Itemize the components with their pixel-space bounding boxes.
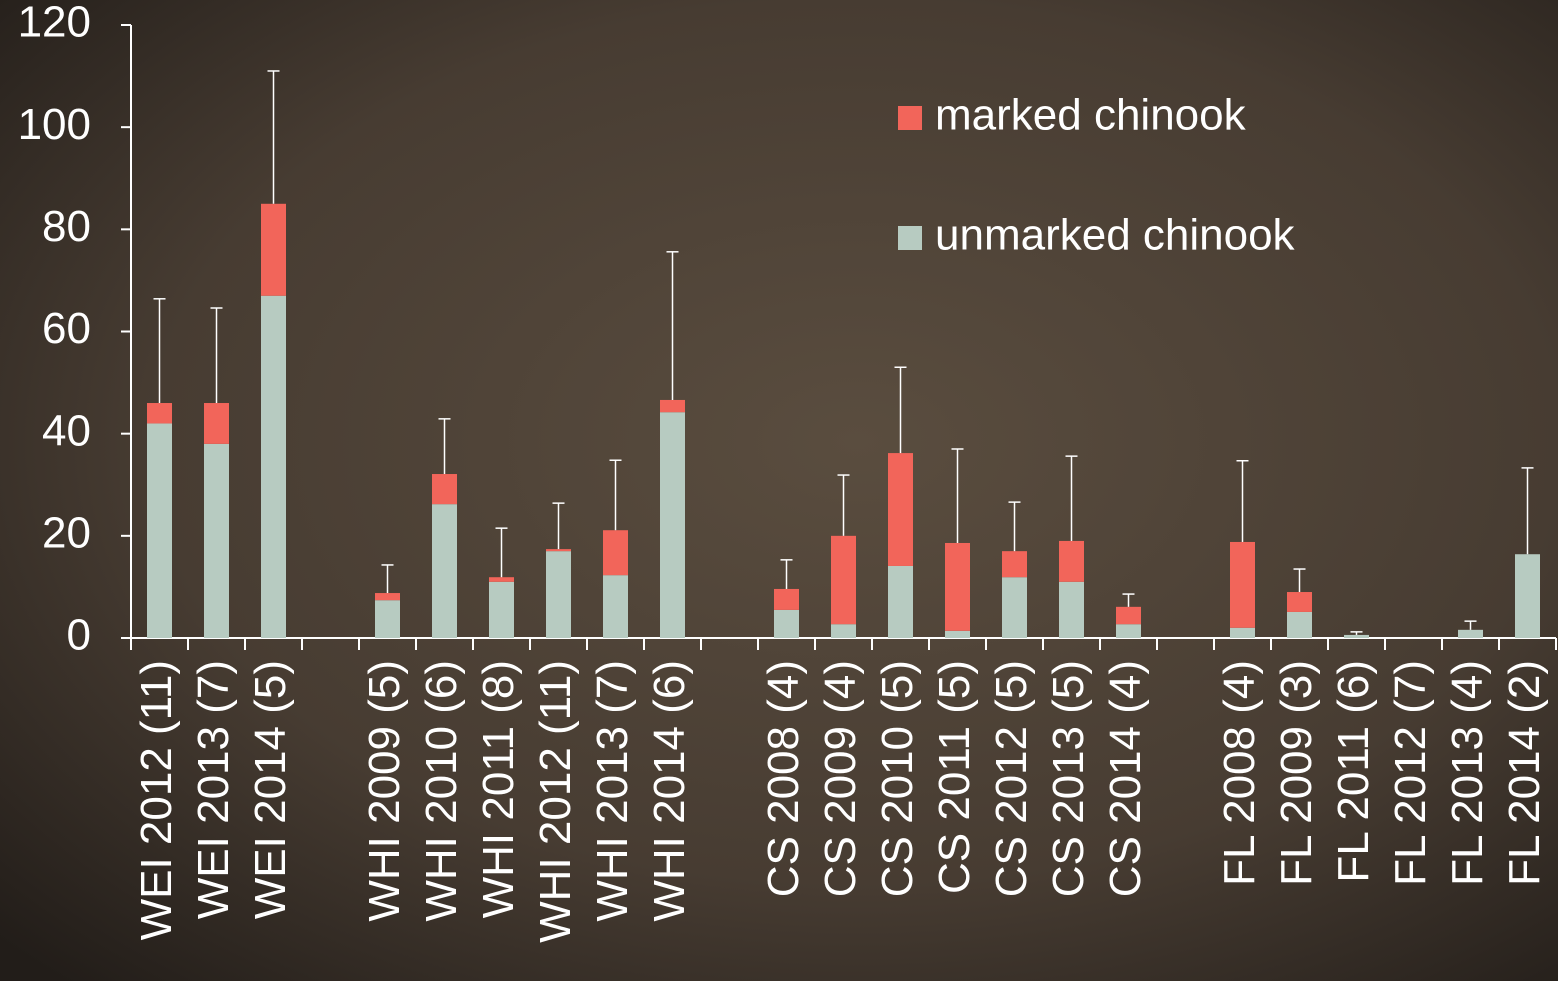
bar-segment bbox=[603, 575, 628, 638]
error-bar bbox=[267, 70, 280, 204]
bar-segment bbox=[1230, 541, 1255, 628]
error-bar bbox=[1521, 467, 1534, 555]
x-tick-label: CS 2009 (4) bbox=[816, 660, 865, 897]
legend-label: unmarked chinook bbox=[935, 211, 1296, 260]
x-tick-label: WHI 2009 (5) bbox=[360, 660, 409, 922]
x-tick-label: FL 2008 (4) bbox=[1215, 660, 1264, 886]
bar-segment bbox=[888, 453, 913, 566]
bar-segment bbox=[774, 588, 799, 610]
bar-segment bbox=[1287, 592, 1312, 612]
bar-segment bbox=[603, 530, 628, 576]
error-bar bbox=[666, 251, 679, 400]
bar-segment bbox=[888, 565, 913, 638]
bar-segment bbox=[204, 443, 229, 638]
error-bar bbox=[609, 459, 622, 531]
bar-segment bbox=[1344, 634, 1369, 638]
x-tick-label: CS 2008 (4) bbox=[759, 660, 808, 897]
bar-segment bbox=[1287, 611, 1312, 638]
error-bar bbox=[381, 564, 394, 594]
error-bar bbox=[1464, 620, 1477, 630]
bar-segment bbox=[147, 403, 172, 424]
bar-segment bbox=[546, 551, 571, 638]
legend-swatch bbox=[898, 106, 922, 130]
y-tick-label: 100 bbox=[18, 100, 91, 149]
error-bar bbox=[1293, 568, 1306, 593]
x-tick-label: WHI 2010 (6) bbox=[417, 660, 466, 922]
x-tick-label: FL 2009 (3) bbox=[1272, 660, 1321, 886]
bar-segment bbox=[204, 403, 229, 444]
y-tick-label: 40 bbox=[42, 406, 91, 455]
y-tick-label: 80 bbox=[42, 202, 91, 251]
x-tick-label: FL 2012 (7) bbox=[1386, 660, 1435, 886]
x-tick-label: WHI 2012 (11) bbox=[531, 660, 580, 943]
bar-segment bbox=[375, 593, 400, 601]
x-tick-label: CS 2013 (5) bbox=[1044, 660, 1093, 897]
x-tick-label: CS 2014 (4) bbox=[1101, 660, 1150, 897]
legend-label: marked chinook bbox=[935, 91, 1247, 140]
error-bar bbox=[552, 502, 565, 550]
x-tick-label: FL 2013 (4) bbox=[1443, 660, 1492, 886]
bar-segment bbox=[831, 624, 856, 638]
bar-segment bbox=[261, 295, 286, 638]
bar-segment bbox=[774, 609, 799, 638]
error-bar bbox=[438, 418, 451, 475]
bar-segment bbox=[1116, 624, 1141, 638]
bar-segment bbox=[1230, 627, 1255, 638]
x-tick-label: WEI 2013 (7) bbox=[189, 660, 238, 919]
bar-segment bbox=[1515, 554, 1540, 638]
bar-segment bbox=[945, 630, 970, 638]
bar-segment bbox=[489, 581, 514, 638]
bar-segment bbox=[945, 542, 970, 631]
y-tick-label: 120 bbox=[18, 0, 91, 47]
x-tick-label: WHI 2014 (6) bbox=[645, 660, 694, 922]
bar-segment bbox=[432, 474, 457, 505]
error-bar bbox=[837, 474, 850, 536]
error-bar bbox=[1008, 501, 1021, 552]
error-bar bbox=[1065, 455, 1078, 541]
error-bar bbox=[1122, 593, 1135, 607]
y-tick-label: 0 bbox=[67, 611, 91, 660]
x-tick-label: WHI 2011 (8) bbox=[474, 660, 523, 918]
bar-segment bbox=[375, 600, 400, 638]
bar-segment bbox=[546, 549, 571, 552]
x-tick-label: CS 2011 (5) bbox=[930, 660, 979, 894]
x-tick-label: WEI 2014 (5) bbox=[246, 660, 295, 919]
bar-segment bbox=[1458, 629, 1483, 638]
bar-segment bbox=[831, 535, 856, 625]
bar-segment bbox=[1059, 540, 1084, 582]
x-tick-label: CS 2012 (5) bbox=[987, 660, 1036, 897]
error-bar bbox=[153, 298, 166, 404]
x-tick-label: CS 2010 (5) bbox=[873, 660, 922, 897]
error-bar bbox=[951, 448, 964, 543]
bar-segment bbox=[1059, 581, 1084, 638]
x-tick-label: FL 2011 (6) bbox=[1329, 660, 1378, 883]
error-bar bbox=[1350, 631, 1363, 635]
bar-segment bbox=[147, 423, 172, 638]
x-tick-label: FL 2014 (2) bbox=[1500, 660, 1549, 886]
bar-segment bbox=[1116, 606, 1141, 625]
x-tick-label: WHI 2013 (7) bbox=[588, 660, 637, 922]
bar-segment bbox=[261, 203, 286, 296]
bar-segment bbox=[489, 577, 514, 582]
error-bar bbox=[780, 559, 793, 589]
bar-segment bbox=[432, 504, 457, 638]
x-tick-label: WEI 2012 (11) bbox=[132, 660, 181, 940]
bar-segment bbox=[660, 412, 685, 638]
y-tick-label: 60 bbox=[42, 304, 91, 353]
y-tick-label: 20 bbox=[42, 508, 91, 557]
error-bar bbox=[1236, 459, 1249, 542]
error-bar bbox=[894, 366, 907, 454]
error-bar bbox=[495, 527, 508, 578]
bar-segment bbox=[1002, 551, 1027, 578]
error-bar bbox=[210, 307, 223, 404]
legend-swatch bbox=[898, 226, 922, 250]
bar-segment bbox=[660, 399, 685, 413]
bar-segment bbox=[1002, 577, 1027, 638]
